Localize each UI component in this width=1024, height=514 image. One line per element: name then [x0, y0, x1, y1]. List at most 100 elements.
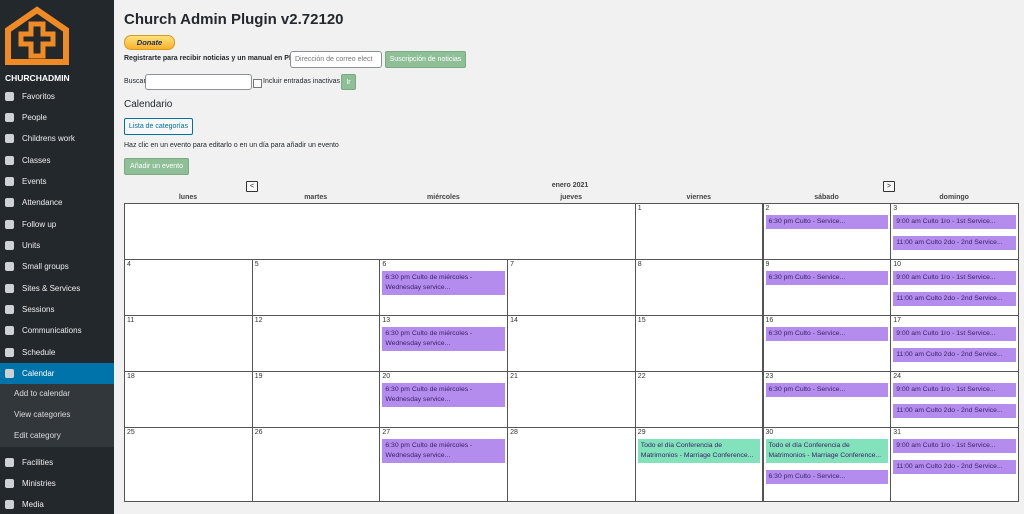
day-cell[interactable]: 2 6:30 pm Culto - Service... — [762, 203, 892, 260]
event[interactable]: 6:30 pm Culto - Service... — [765, 327, 889, 341]
menu-item[interactable]: Favoritos — [0, 86, 114, 107]
menu-label: View categories — [14, 409, 71, 419]
day-cell[interactable]: 12 — [251, 315, 381, 372]
menu-item[interactable]: Schedule — [0, 342, 114, 363]
day-cell[interactable]: 20 6:30 pm Culto de miércoles - Wednesday… — [379, 371, 509, 428]
menu-item[interactable]: Sites & Services — [0, 278, 114, 299]
day-cell[interactable]: 17 9:00 am Culto 1ro - 1st Service... 11:0… — [890, 315, 1019, 372]
menu-item[interactable]: Childrens work — [0, 128, 114, 149]
day-cell[interactable]: 23 6:30 pm Culto - Service... — [762, 371, 892, 428]
menu-item[interactable]: Follow up — [0, 214, 114, 235]
event[interactable]: 9:00 am Culto 1ro - 1st Service... — [893, 439, 1016, 453]
menu-item[interactable]: Add to calendar — [0, 383, 114, 404]
day-number: 24 — [893, 373, 901, 380]
menu-item[interactable]: People — [0, 107, 114, 128]
day-cell[interactable]: 22 — [634, 371, 764, 428]
next-month[interactable]: > — [883, 181, 895, 192]
menu-icon — [5, 457, 14, 467]
event[interactable]: 6:30 pm Culto de miércoles - Wednesday s… — [382, 271, 506, 295]
menu-item[interactable]: View categories — [0, 404, 114, 425]
inactive-checkbox[interactable] — [253, 79, 262, 88]
event[interactable]: 9:00 am Culto 1ro - 1st Service... — [893, 271, 1016, 285]
event[interactable]: Todo el día Conferencia de Matrimonios -… — [765, 439, 889, 463]
day-number: 4 — [127, 261, 131, 268]
event[interactable]: 6:30 pm Culto - Service... — [765, 470, 889, 484]
day-cell[interactable]: 3 9:00 am Culto 1ro - 1st Service... 11:00… — [890, 203, 1019, 260]
weekday-header: sábado — [814, 194, 839, 201]
menu-item[interactable]: Classes — [0, 150, 114, 171]
event[interactable]: 6:30 pm Culto - Service... — [765, 271, 889, 285]
day-cell[interactable]: 30 Todo el día Conferencia de Matrimonios… — [762, 427, 892, 502]
logo[interactable] — [4, 6, 70, 66]
day-cell[interactable]: 29 Todo el día Conferencia de Matrimonios… — [634, 427, 764, 502]
event[interactable]: 6:30 pm Culto de miércoles - Wednesday s… — [382, 383, 506, 407]
day-number: 23 — [765, 373, 774, 380]
day-cell[interactable]: 14 — [507, 315, 636, 372]
prev-month[interactable]: < — [246, 181, 258, 192]
menu-item[interactable]: Media — [0, 494, 114, 514]
event[interactable]: 9:00 am Culto 1ro - 1st Service... — [893, 327, 1016, 341]
menu-label: Media — [22, 500, 44, 510]
event[interactable]: 11:00 am Culto 2do - 2nd Service... — [893, 236, 1016, 250]
day-number: 29 — [637, 429, 646, 436]
day-cell[interactable]: 15 — [634, 315, 764, 372]
categories-button[interactable]: Lista de categorías — [124, 118, 193, 135]
event[interactable]: 6:30 pm Culto de miércoles - Wednesday s… — [382, 327, 506, 351]
event[interactable]: 6:30 pm Culto - Service... — [765, 383, 889, 397]
day-cell[interactable]: 9 6:30 pm Culto - Service... — [762, 259, 892, 316]
day-cell[interactable]: 18 — [124, 371, 253, 428]
menu-item[interactable]: Communications — [0, 320, 114, 341]
day-cell[interactable]: 16 6:30 pm Culto - Service... — [762, 315, 892, 372]
day-cell[interactable]: 26 — [251, 427, 381, 502]
donate-button[interactable]: Donate — [124, 35, 175, 50]
event[interactable]: 6:30 pm Culto de miércoles - Wednesday s… — [382, 439, 506, 463]
day-cell[interactable]: 24 9:00 am Culto 1ro - 1st Service... 11:0… — [890, 371, 1019, 428]
day-cell[interactable]: 27 6:30 pm Culto de miércoles - Wednesday… — [379, 427, 509, 502]
day-cell[interactable]: 13 6:30 pm Culto de miércoles - Wednesday… — [379, 315, 509, 372]
event[interactable]: 11:00 am Culto 2do - 2nd Service... — [893, 460, 1016, 474]
menu-item[interactable]: Edit category — [0, 425, 114, 446]
event[interactable]: 11:00 am Culto 2do - 2nd Service... — [893, 404, 1016, 418]
event[interactable]: 9:00 am Culto 1ro - 1st Service... — [893, 215, 1016, 229]
menu-item[interactable]: Calendar — [0, 363, 114, 385]
day-cell[interactable]: 19 — [251, 371, 381, 428]
menu-item[interactable]: Units — [0, 235, 114, 256]
menu-label: Follow up — [22, 219, 57, 229]
menu-item[interactable]: Events — [0, 171, 114, 192]
menu-item[interactable]: Ministries — [0, 473, 114, 494]
menu-icon — [5, 369, 14, 379]
email-input[interactable]: Dirección de correo elect — [290, 51, 382, 68]
day-cell[interactable]: 10 9:00 am Culto 1ro - 1st Service... 11:0… — [890, 259, 1019, 316]
menu-label: Edit category — [14, 431, 61, 441]
day-cell[interactable]: 21 — [507, 371, 636, 428]
day-number: 21 — [510, 373, 518, 380]
day-cell[interactable]: 5 — [251, 259, 381, 316]
search-input[interactable] — [145, 74, 252, 90]
search-button[interactable]: Ir — [341, 74, 356, 90]
event[interactable]: Todo el día Conferencia de Matrimonios -… — [637, 439, 761, 463]
day-cell[interactable]: 25 — [124, 427, 253, 502]
menu-item[interactable]: Small groups — [0, 256, 114, 277]
day-cell[interactable]: 31 9:00 am Culto 1ro - 1st Service... 11:0… — [890, 427, 1019, 502]
menu-item[interactable]: Facilities — [0, 452, 114, 473]
brand: CHURCHADMIN — [5, 73, 70, 83]
subscribe-button[interactable]: Suscripción de noticias — [385, 51, 466, 68]
event[interactable]: 11:00 am Culto 2do - 2nd Service... — [893, 292, 1016, 306]
day-cell[interactable]: 6 6:30 pm Culto de miércoles - Wednesday … — [379, 259, 509, 316]
day-cell[interactable]: 28 — [507, 427, 636, 502]
day-cell[interactable]: 8 — [634, 259, 764, 316]
day-cell[interactable]: 4 — [124, 259, 253, 316]
event[interactable]: 11:00 am Culto 2do - 2nd Service... — [893, 348, 1016, 362]
day-cell[interactable]: 11 — [124, 315, 253, 372]
day-cell[interactable]: 1 — [634, 203, 764, 260]
event[interactable]: 9:00 am Culto 1ro - 1st Service... — [893, 383, 1016, 397]
event[interactable]: 6:30 pm Culto - Service... — [765, 215, 889, 229]
menu-item[interactable]: Attendance — [0, 192, 114, 213]
menu-item[interactable]: Sessions — [0, 299, 114, 320]
add-event-button[interactable]: Añadir un evento — [124, 158, 189, 175]
month-label: enero 2021 — [551, 182, 589, 189]
page-title: Church Admin Plugin v2.72120 — [124, 11, 344, 28]
day-cell[interactable]: 7 — [507, 259, 636, 316]
day-number: 6 — [382, 261, 387, 268]
